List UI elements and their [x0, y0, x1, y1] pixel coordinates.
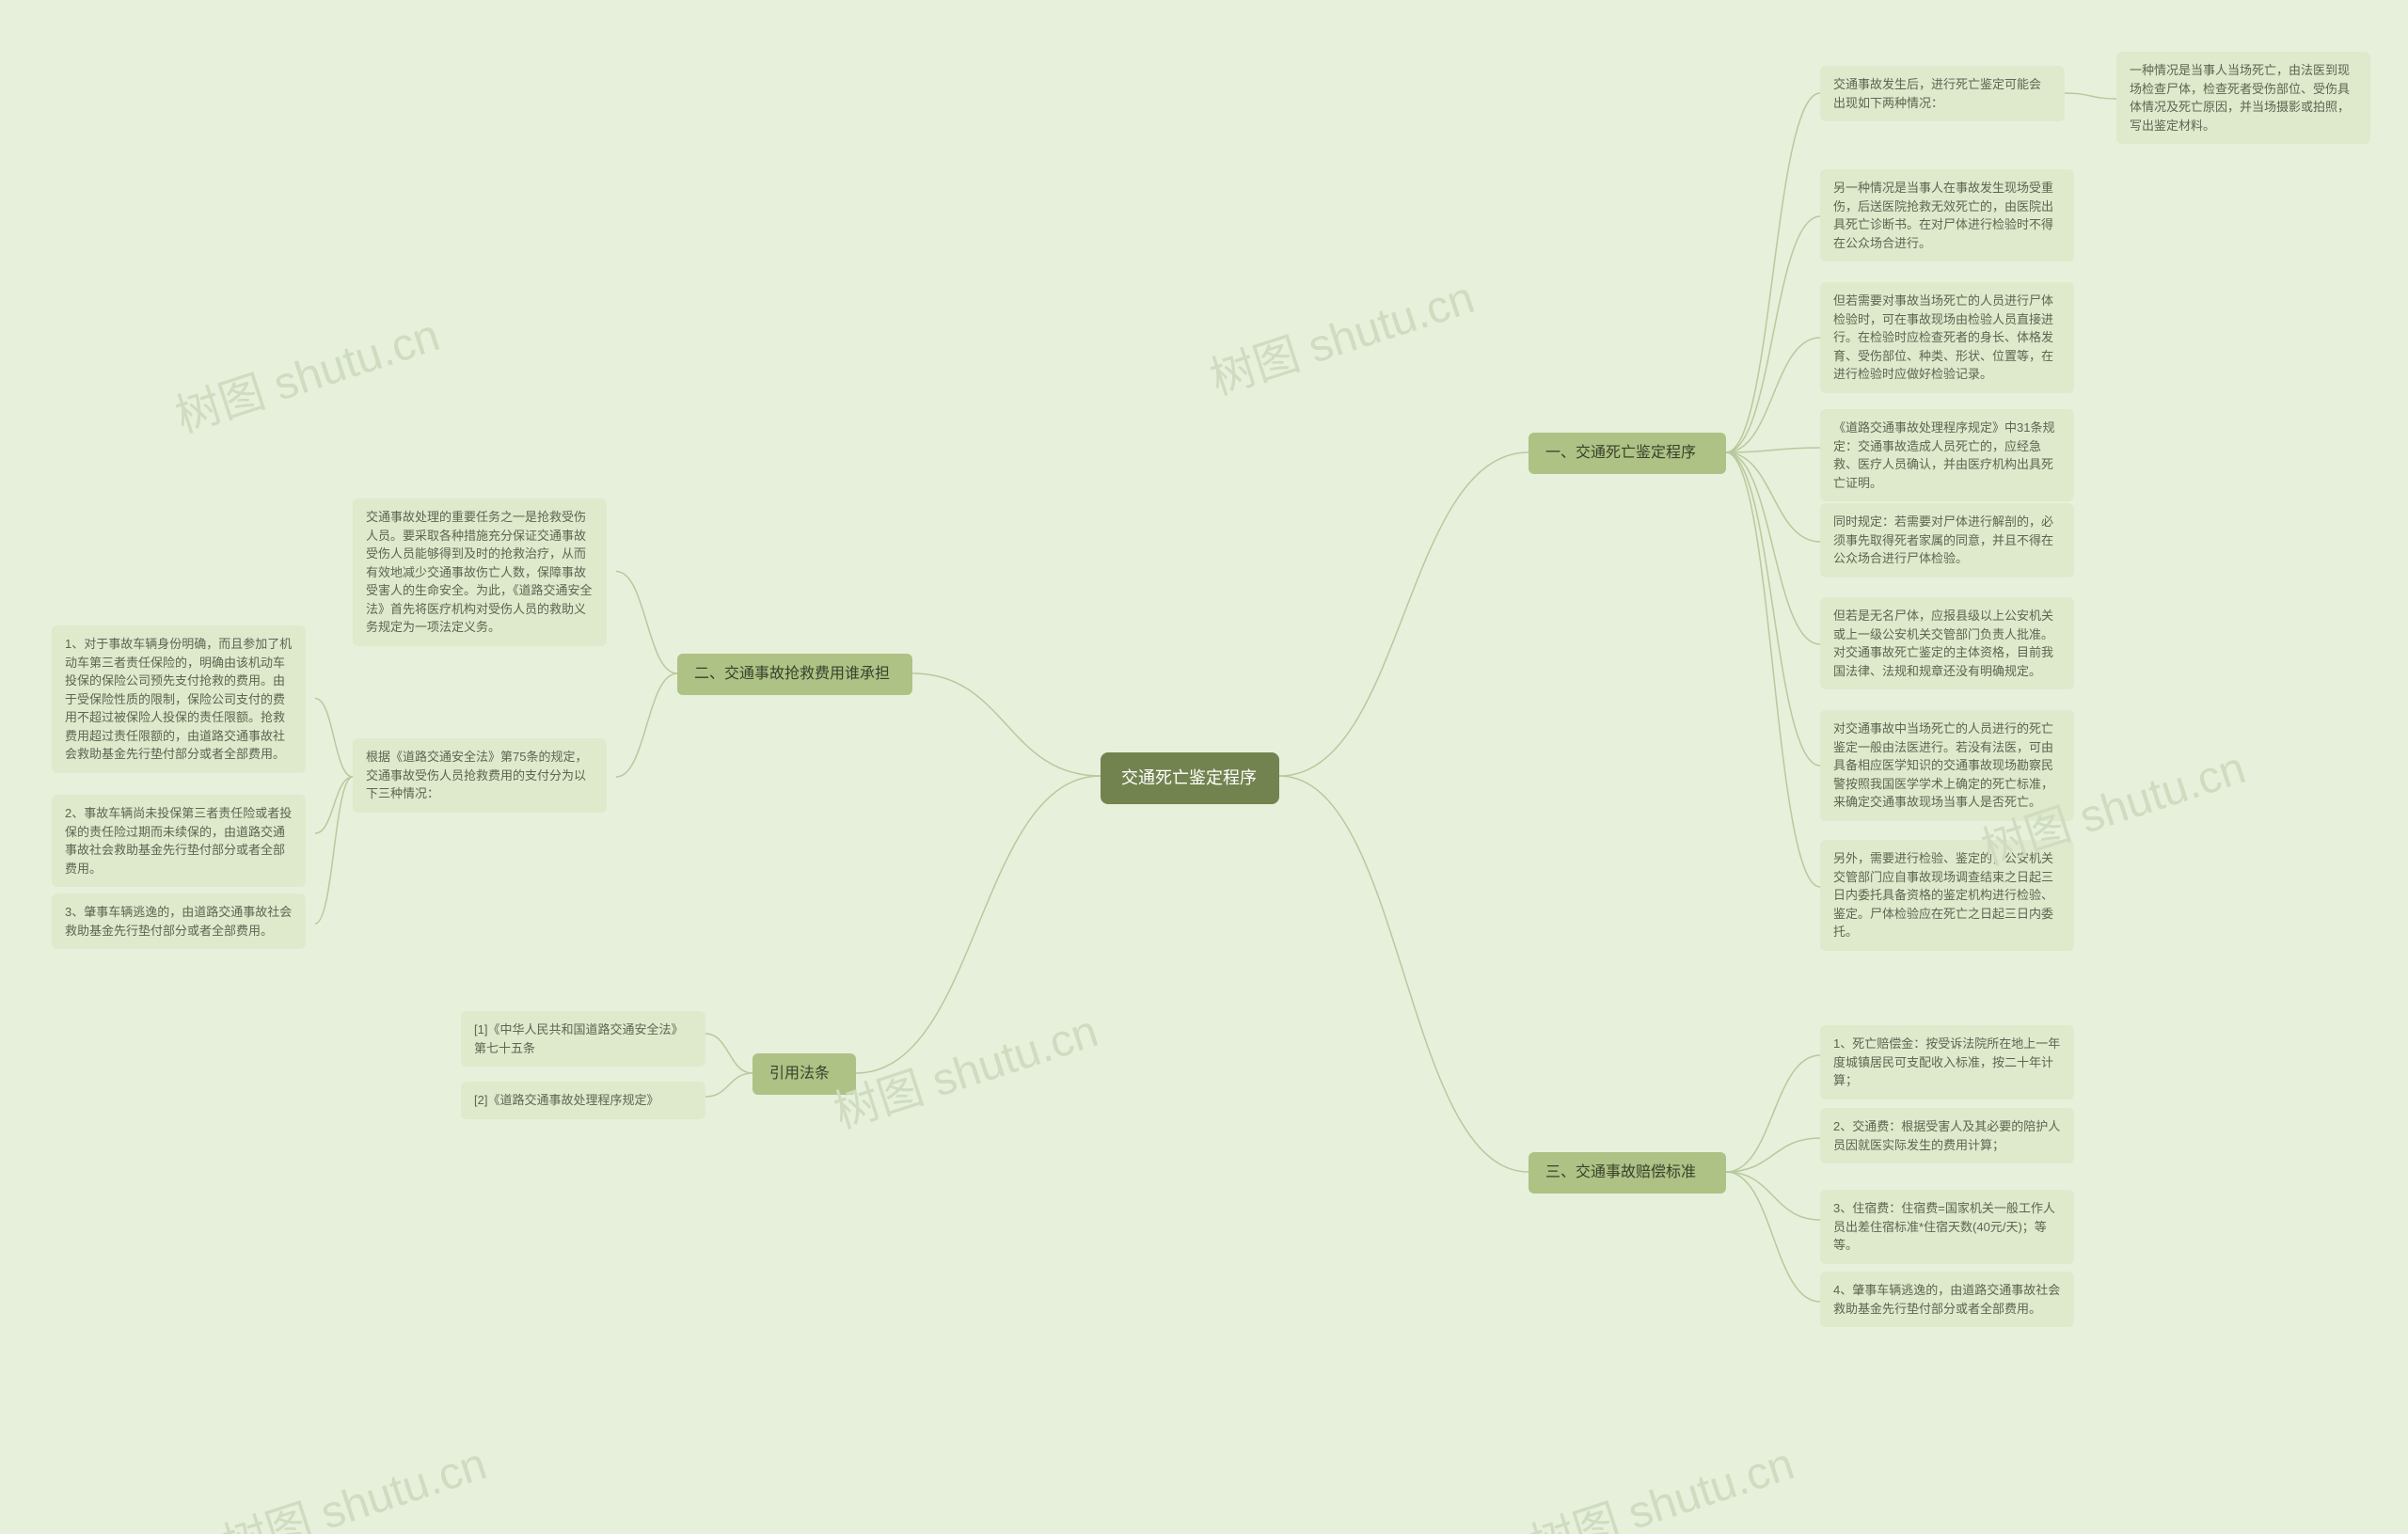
- watermark: 树图 shutu.cn: [166, 298, 446, 445]
- leaf-b1c1a: 一种情况是当事人当场死亡，由法医到现场检查尸体，检查死者受伤部位、受伤具体情况及…: [2116, 52, 2370, 144]
- branch-b4: 引用法条: [752, 1053, 856, 1095]
- leaf-b1c7: 对交通事故中当场死亡的人员进行的死亡鉴定一般由法医进行。若没有法医，可由具备相应…: [1820, 710, 2074, 821]
- leaf-b2c2b: 2、事故车辆尚未投保第三者责任险或者投保的责任险过期而未续保的，由道路交通事故社…: [52, 795, 306, 887]
- branch-b3: 三、交通事故赔偿标准: [1529, 1152, 1726, 1194]
- leaf-b3c1: 1、死亡赔偿金：按受诉法院所在地上一年度城镇居民可支配收入标准，按二十年计算；: [1820, 1025, 2074, 1099]
- leaf-b1c6: 但若是无名尸体，应报县级以上公安机关或上一级公安机关交管部门负责人批准。对交通事…: [1820, 597, 2074, 689]
- leaf-b2c2c: 3、肇事车辆逃逸的，由道路交通事故社会救助基金先行垫付部分或者全部费用。: [52, 894, 306, 949]
- watermark: 树图 shutu.cn: [824, 994, 1104, 1141]
- leaf-b4c1: [1]《中华人民共和国道路交通安全法》第七十五条: [461, 1011, 705, 1067]
- leaf-b3c2: 2、交通费：根据受害人及其必要的陪护人员因就医实际发生的费用计算；: [1820, 1108, 2074, 1163]
- leaf-b1c2: 另一种情况是当事人在事故发生现场受重伤，后送医院抢救无效死亡的，由医院出具死亡诊…: [1820, 169, 2074, 261]
- leaf-b2c1: 交通事故处理的重要任务之一是抢救受伤人员。要采取各种措施充分保证交通事故受伤人员…: [353, 498, 607, 646]
- leaf-b1c3: 但若需要对事故当场死亡的人员进行尸体检验时，可在事故现场由检验人员直接进行。在检…: [1820, 282, 2074, 393]
- leaf-b2c2: 根据《道路交通安全法》第75条的规定，交通事故受伤人员抢救费用的支付分为以下三种…: [353, 738, 607, 813]
- watermark: 树图 shutu.cn: [213, 1427, 493, 1534]
- leaf-b1c5: 同时规定：若需要对尸体进行解剖的，必须事先取得死者家属的同意，并且不得在公众场合…: [1820, 503, 2074, 577]
- leaf-b1c1: 交通事故发生后，进行死亡鉴定可能会出现如下两种情况：: [1820, 66, 2065, 121]
- watermark: 树图 shutu.cn: [1520, 1427, 1800, 1534]
- leaf-b4c2: [2]《道路交通事故处理程序规定》: [461, 1082, 705, 1119]
- leaf-b2c2a: 1、对于事故车辆身份明确，而且参加了机动车第三者责任保险的，明确由该机动车投保的…: [52, 625, 306, 773]
- watermark: 树图 shutu.cn: [1200, 261, 1481, 407]
- leaf-b3c3: 3、住宿费：住宿费=国家机关一般工作人员出差住宿标准*住宿天数(40元/天)；等…: [1820, 1190, 2074, 1264]
- leaf-b1c4: 《道路交通事故处理程序规定》中31条规定：交通事故造成人员死亡的，应经急救、医疗…: [1820, 409, 2074, 501]
- branch-b1: 一、交通死亡鉴定程序: [1529, 433, 1726, 474]
- root-node: 交通死亡鉴定程序: [1101, 752, 1279, 804]
- root-label: 交通死亡鉴定程序: [1121, 768, 1257, 787]
- leaf-b3c4: 4、肇事车辆逃逸的，由道路交通事故社会救助基金先行垫付部分或者全部费用。: [1820, 1272, 2074, 1327]
- branch-b2: 二、交通事故抢救费用谁承担: [677, 654, 912, 695]
- leaf-b1c8: 另外，需要进行检验、鉴定的，公安机关交管部门应自事故现场调查结束之日起三日内委托…: [1820, 840, 2074, 951]
